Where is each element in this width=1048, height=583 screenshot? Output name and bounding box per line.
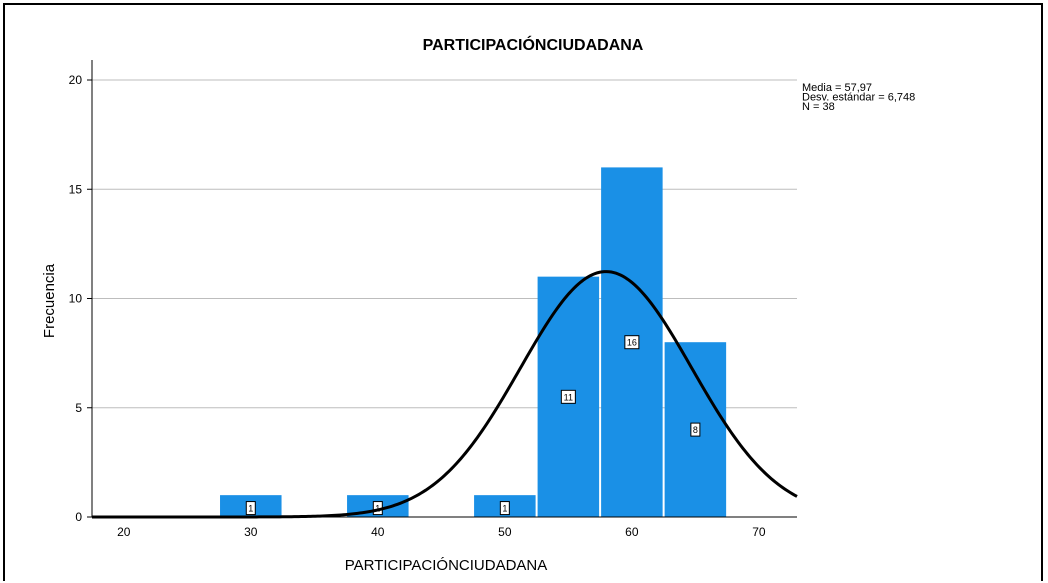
y-tick-label: 5 [75,401,82,415]
bar-label-box [499,501,510,516]
x-tick-label: 60 [625,525,639,539]
bars [220,167,727,517]
x-tick-label: 30 [244,525,258,539]
stats-line: Media = 57,97 [802,82,872,94]
x-tick-labels: 20 30 40 50 60 70 [117,525,766,539]
bar-label: 1 [502,504,507,514]
bar-label: 11 [564,392,573,402]
bar-label-box [624,335,640,350]
x-tick-label: 50 [498,525,512,539]
x-tick-label: 20 [117,525,131,539]
x-tick-label: 70 [752,525,766,539]
y-axis-title: Frecuencia [41,263,58,338]
y-tick-label: 15 [69,182,83,196]
bar-label: 16 [627,338,637,348]
bar-label: 1 [248,504,253,514]
x-axis-title: PARTICIPACIÓNCIUDADANA [345,557,548,574]
stats-line: Desv. estándar = 6,748 [802,92,915,104]
bar-label-box [690,422,701,437]
y-tick-labels: 0 5 10 15 20 [69,73,92,524]
bar-label: 8 [693,425,698,435]
chart-frame: 1 1 1 11 16 8 0 5 10 15 20 20 30 40 50 60 70 PARTICIPA… [3,3,1043,581]
y-tick-label: 0 [75,510,82,524]
bar-label-box [245,501,256,516]
stats-line: N = 38 [802,101,835,113]
axes [91,60,797,518]
bar-label-box [560,389,576,404]
x-tick-label: 40 [371,525,385,539]
y-tick-label: 10 [69,292,83,306]
y-tick-label: 20 [69,73,83,87]
chart-title: PARTICIPACIÓNCIUDADANA [423,35,644,54]
